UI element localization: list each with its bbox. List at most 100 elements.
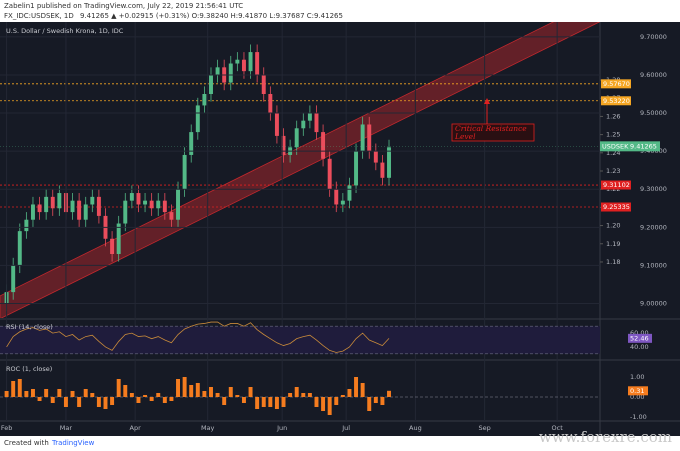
annotation-box: [451, 123, 535, 142]
roc-bar: [4, 391, 9, 397]
roc-bar: [44, 389, 49, 397]
y2-tick-label: 1.20: [606, 222, 620, 230]
candle-body: [255, 52, 260, 75]
candle-body: [314, 113, 319, 133]
y-tick-label: 9.10000: [640, 261, 667, 269]
quote: 9.41265 ▲ +0.02915 (+0.31%) O:9.38240 H:…: [80, 12, 343, 20]
y2-tick-label: 1.23: [606, 167, 620, 175]
price-pane: [0, 22, 600, 318]
candle-body: [96, 196, 101, 216]
y2-tick-label: 1.18: [606, 258, 620, 266]
candle-body: [136, 193, 141, 205]
y-tick-label: 9.60000: [640, 71, 667, 79]
roc-bar: [248, 387, 253, 397]
roc-bar: [235, 395, 240, 397]
candle-body: [354, 151, 359, 186]
roc-bar: [176, 379, 180, 397]
y-tick-label: 9.00000: [640, 300, 667, 308]
roc-bar: [268, 397, 273, 407]
roc-bar: [50, 397, 55, 403]
roc-tick-label: -1.00: [630, 413, 647, 421]
chart-background: [0, 22, 680, 436]
roc-bar: [373, 397, 378, 403]
roc-bar: [334, 397, 339, 405]
roc-bar: [77, 397, 82, 407]
candle-body: [281, 135, 286, 155]
candle-body: [162, 200, 167, 213]
roc-bar: [83, 389, 88, 397]
candle-body: [202, 94, 207, 106]
roc-bar: [301, 393, 306, 397]
y-tick-label: 9.30000: [640, 185, 667, 193]
candle-body: [123, 200, 128, 224]
roc-bar: [57, 389, 62, 397]
x-tick-label: Jul: [341, 424, 350, 432]
candle-body: [182, 154, 187, 190]
candle-body: [143, 200, 148, 205]
x-tick-label: May: [201, 424, 215, 432]
candle-body: [321, 132, 326, 159]
roc-bar: [228, 387, 233, 397]
candle-body: [347, 185, 352, 201]
candle-body: [334, 189, 339, 205]
candle-body: [24, 219, 29, 232]
candle-body: [149, 200, 154, 209]
roc-bar: [209, 387, 213, 397]
header-bar: [0, 0, 680, 22]
roc-title: ROC (1, close): [6, 365, 52, 373]
candle-body: [57, 193, 62, 209]
footer-bar: [0, 436, 680, 451]
roc-bar: [367, 397, 372, 411]
candle-body: [195, 105, 200, 133]
candle-body: [209, 74, 213, 94]
symbol: FX_IDC:USDSEK, 1D: [4, 12, 74, 20]
candle-body: [373, 151, 378, 163]
roc-bar: [274, 397, 279, 409]
candle-body: [307, 113, 312, 121]
roc-bar: [202, 391, 207, 397]
roc-bar: [387, 390, 391, 397]
candle-body: [30, 204, 35, 220]
rsi-last-box: [628, 333, 652, 343]
roc-bar: [189, 385, 194, 397]
candle-body: [215, 67, 220, 75]
roc-bar: [169, 397, 174, 401]
roc-bar: [347, 389, 352, 397]
x-tick-label: Feb: [1, 424, 13, 432]
candle-body: [294, 128, 299, 148]
roc-bar: [261, 397, 266, 407]
roc-bar: [307, 393, 312, 397]
roc-bar: [70, 391, 75, 397]
candle-body: [110, 238, 115, 254]
candle-body: [301, 120, 306, 129]
level-label-box: [601, 96, 631, 106]
candle-body: [387, 147, 391, 178]
roc-bar: [327, 397, 332, 415]
candle-body: [189, 132, 194, 155]
x-tick-label: Apr: [130, 424, 142, 432]
level-label: 9.53220: [603, 97, 630, 105]
roc-bar: [294, 387, 299, 397]
roc-bar: [195, 383, 200, 397]
footer-brand[interactable]: TradingView: [51, 439, 95, 447]
y-tick-label: 9.20000: [640, 223, 667, 231]
footer-created: Created with: [4, 439, 49, 447]
roc-bar: [149, 397, 154, 401]
candle-body: [17, 231, 22, 266]
candle-body: [261, 74, 266, 94]
roc-bar: [90, 393, 95, 397]
roc-bar: [24, 391, 29, 397]
roc-bar: [96, 397, 101, 407]
roc-bar: [116, 379, 121, 397]
roc-bar: [321, 397, 326, 411]
roc-bar: [215, 393, 220, 397]
roc-bar: [110, 397, 115, 405]
roc-bar: [123, 385, 128, 397]
roc-bar: [30, 389, 35, 397]
roc-bar: [136, 397, 141, 403]
candle-body: [327, 158, 332, 190]
y2-tick-label: 1.19: [606, 240, 620, 248]
y2-tick-label: 1.26: [606, 112, 620, 120]
channel-band: [0, 22, 600, 318]
